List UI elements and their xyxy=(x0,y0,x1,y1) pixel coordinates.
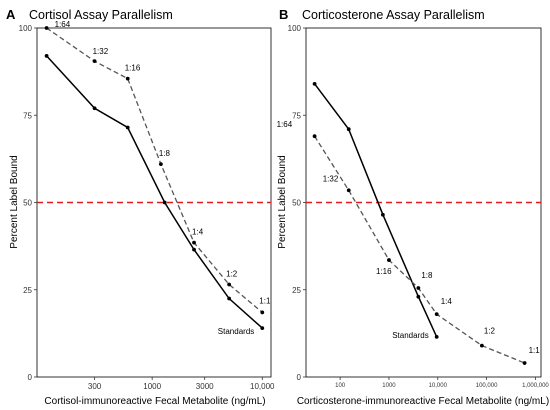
x-tick-label: 300 xyxy=(88,382,102,391)
y-axis-label: Percent Label Bound xyxy=(277,155,288,248)
panel-b: B Corticosterone Assay Parallelism Corti… xyxy=(277,7,550,407)
y-tick-label: 75 xyxy=(23,111,32,120)
x-axis-label: Cortisol-immunoreactive Fecal Metabolite… xyxy=(44,396,265,407)
panel-letter: B xyxy=(279,7,288,22)
samples-point xyxy=(416,286,421,290)
dilution-label: 1:64 xyxy=(277,120,293,129)
dilution-label: 1:2 xyxy=(226,270,238,279)
samples-point xyxy=(125,76,130,81)
y-tick-label: 0 xyxy=(297,373,302,382)
samples-point xyxy=(227,282,232,287)
samples-point xyxy=(522,361,527,365)
x-tick-label: 1000 xyxy=(143,382,161,391)
standards-point xyxy=(416,294,421,299)
dilution-label: 1:32 xyxy=(323,174,339,183)
samples-point xyxy=(346,188,351,193)
y-tick-label: 100 xyxy=(288,24,302,33)
standards-point xyxy=(380,212,385,217)
standards-line xyxy=(46,55,263,329)
x-axis-label: Corticosterone-immunoreactive Fecal Meta… xyxy=(297,396,549,407)
y-tick-label: 0 xyxy=(28,373,33,382)
standards-label: Standards xyxy=(392,331,428,340)
standards-point xyxy=(125,125,130,130)
samples-point xyxy=(312,134,317,139)
dilution-label: 1:16 xyxy=(376,267,392,276)
dilution-label: 1:32 xyxy=(93,47,109,56)
dilution-label: 1:2 xyxy=(484,327,496,336)
dilution-label: 1:8 xyxy=(421,271,433,280)
dilution-label: 1:1 xyxy=(529,346,541,355)
x-tick-label: 3000 xyxy=(196,382,214,391)
x-tick-label: 100,000 xyxy=(476,383,498,389)
standards-point xyxy=(162,200,167,205)
panel-a: A Cortisol Assay Parallelism Cortisol-im… xyxy=(6,7,275,407)
y-tick-label: 50 xyxy=(292,199,301,208)
y-tick-label: 25 xyxy=(23,286,32,295)
dilution-label: 1:1 xyxy=(259,296,271,305)
standards-point xyxy=(434,334,439,339)
x-tick-label: 100 xyxy=(335,383,346,389)
standards-line xyxy=(314,83,438,338)
standards-point xyxy=(346,127,351,132)
chart-title: Corticosterone Assay Parallelism xyxy=(302,8,485,22)
standards-point xyxy=(312,81,317,86)
y-axis-label: Percent Label Bound xyxy=(9,155,20,248)
y-tick-label: 75 xyxy=(292,111,301,120)
chart-title: Cortisol Assay Parallelism xyxy=(29,8,173,22)
y-tick-label: 50 xyxy=(23,199,32,208)
samples-point xyxy=(92,59,97,64)
standards-point xyxy=(92,106,97,111)
panel-letter: A xyxy=(6,7,16,22)
dilution-label: 1:4 xyxy=(441,297,453,306)
y-tick-label: 25 xyxy=(292,286,301,295)
standards-point xyxy=(227,296,232,301)
samples-point xyxy=(434,312,439,317)
dilution-label: 1:64 xyxy=(55,20,71,29)
standards-point xyxy=(260,326,265,331)
standards-label: Standards xyxy=(218,327,254,336)
dilution-label: 1:16 xyxy=(125,64,141,73)
y-tick-label: 100 xyxy=(19,24,33,33)
dilution-label: 1:4 xyxy=(192,228,204,237)
x-tick-label: 1,000,000 xyxy=(522,383,549,389)
samples-point xyxy=(260,310,265,315)
samples-point xyxy=(387,258,391,262)
standards-point xyxy=(192,247,196,252)
samples-point xyxy=(44,26,49,30)
samples-point xyxy=(192,240,196,245)
samples-point xyxy=(158,162,163,167)
dilution-label: 1:8 xyxy=(159,149,171,158)
x-tick-label: 10,000 xyxy=(429,383,448,389)
standards-point xyxy=(44,54,49,58)
x-tick-label: 10,000 xyxy=(250,382,275,391)
samples-point xyxy=(479,343,484,348)
x-tick-label: 1000 xyxy=(382,383,396,389)
